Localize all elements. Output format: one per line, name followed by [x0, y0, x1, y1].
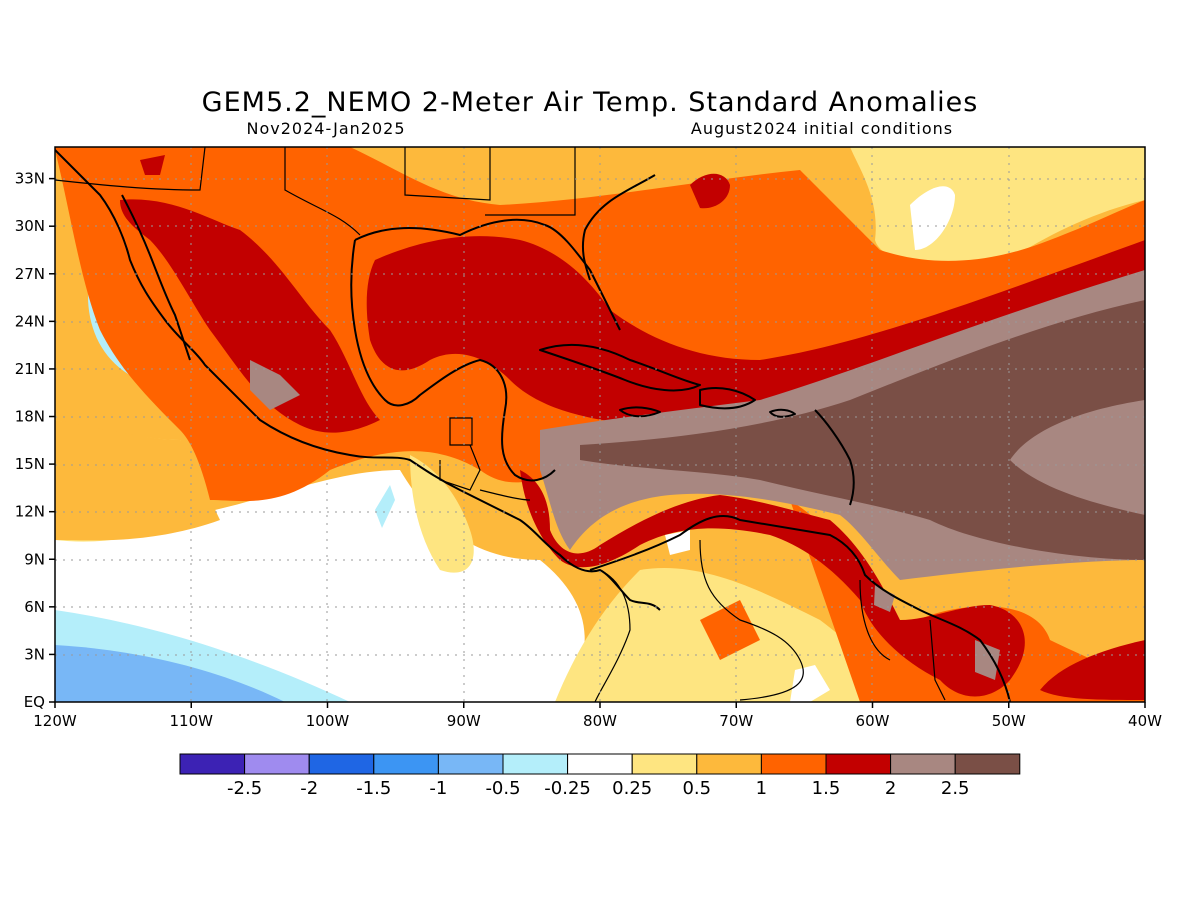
- colorbar-swatch: [503, 754, 568, 774]
- colorbar-label: -1.5: [356, 778, 391, 799]
- lat-tick-label: 9N: [24, 550, 45, 568]
- map-figure: GEM5.2_NEMO 2-Meter Air Temp. Standard A…: [0, 0, 1200, 900]
- colorbar-swatch: [826, 754, 891, 774]
- colorbar-label: -1: [429, 778, 447, 799]
- lat-tick-label: 21N: [15, 360, 45, 378]
- colorbar-swatch: [761, 754, 826, 774]
- colorbar-label: 0.25: [612, 778, 652, 799]
- lon-tick-label: 40W: [1128, 712, 1162, 730]
- colorbar-swatch: [955, 754, 1020, 774]
- lon-tick-label: 110W: [170, 712, 214, 730]
- colorbar-swatch: [632, 754, 697, 774]
- latitude-axis: EQ 3N 6N 9N 12N 15N 18N 21N 24N 27N 30N 33N: [15, 170, 55, 711]
- colorbar-swatch: [309, 754, 374, 774]
- map-title: GEM5.2_NEMO 2-Meter Air Temp. Standard A…: [202, 87, 979, 118]
- lat-tick-label: 15N: [15, 455, 45, 473]
- colorbar-label: 1.5: [812, 778, 841, 799]
- lat-tick-label: 27N: [15, 265, 45, 283]
- lat-tick-label: 12N: [15, 503, 45, 521]
- colorbar-label: -2.5: [227, 778, 262, 799]
- map-subtitle-initial-conditions: August2024 initial conditions: [691, 119, 953, 138]
- map-subtitle-period: Nov2024-Jan2025: [247, 119, 406, 138]
- lat-tick-label: 33N: [15, 170, 45, 188]
- anomaly-field: [55, 147, 1145, 702]
- lon-tick-label: 60W: [856, 712, 890, 730]
- lon-tick-label: 90W: [447, 712, 481, 730]
- colorbar-swatch: [568, 754, 633, 774]
- colorbar-label: 2.5: [941, 778, 970, 799]
- longitude-axis: 120W 110W 100W 90W 80W 70W 60W 50W 40W: [33, 702, 1162, 730]
- lat-tick-label: 18N: [15, 408, 45, 426]
- colorbar-swatch: [438, 754, 503, 774]
- colorbar-swatch: [180, 754, 245, 774]
- colorbar-label: -0.25: [544, 778, 591, 799]
- colorbar-label: -2: [300, 778, 318, 799]
- colorbar-legend: -2.5 -2 -1.5 -1 -0.5 -0.25 0.25 0.5 1 1.5 2 2.5: [180, 754, 1020, 799]
- lat-tick-label: 3N: [24, 645, 45, 663]
- lat-tick-label: 30N: [15, 217, 45, 235]
- colorbar-swatch: [697, 754, 762, 774]
- colorbar-swatch: [891, 754, 956, 774]
- lat-tick-label: 6N: [24, 598, 45, 616]
- lon-tick-label: 70W: [719, 712, 753, 730]
- colorbar-swatch: [374, 754, 439, 774]
- colorbar-swatch: [245, 754, 310, 774]
- colorbar-label: -0.5: [485, 778, 520, 799]
- colorbar-label: 2: [885, 778, 896, 799]
- lon-tick-label: 120W: [33, 712, 77, 730]
- colorbar-label: 1: [756, 778, 767, 799]
- lon-tick-label: 50W: [992, 712, 1026, 730]
- colorbar-label: 0.5: [682, 778, 711, 799]
- lon-tick-label: 100W: [306, 712, 350, 730]
- lon-tick-label: 80W: [583, 712, 617, 730]
- lat-tick-label: EQ: [24, 693, 45, 711]
- lat-tick-label: 24N: [15, 312, 45, 330]
